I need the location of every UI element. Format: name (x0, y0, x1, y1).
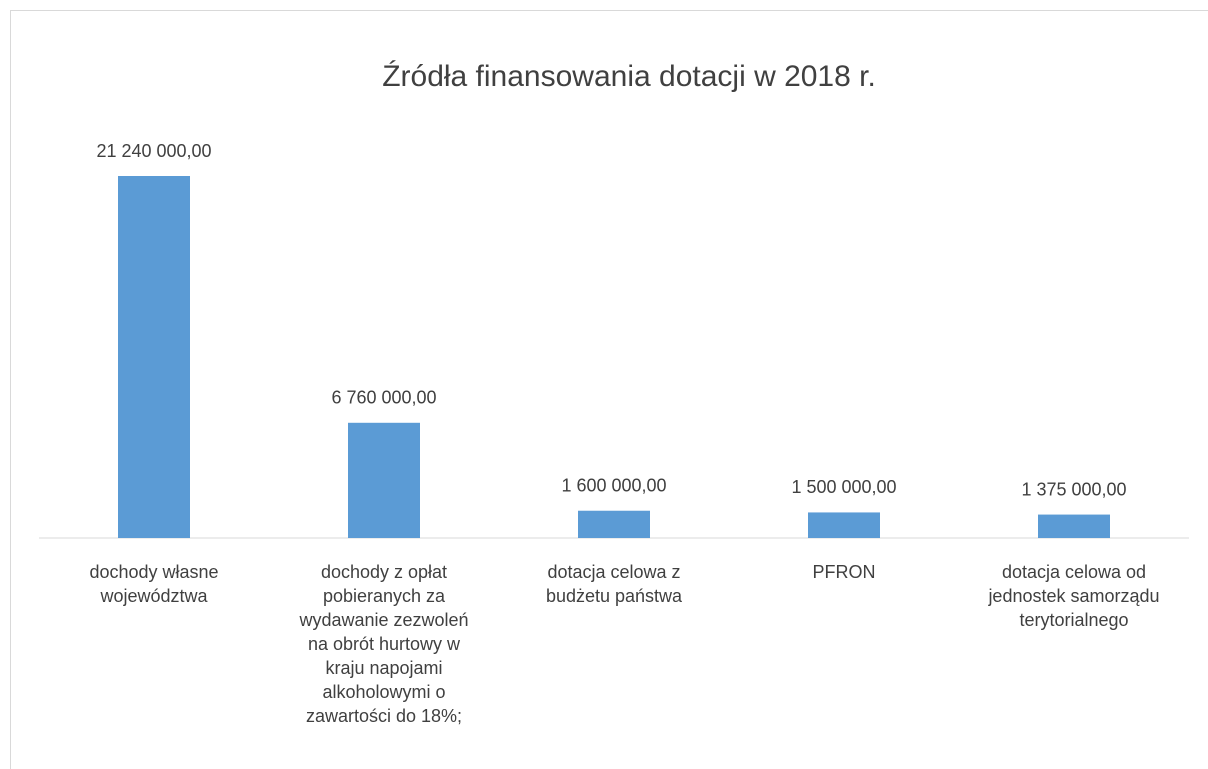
x-tick-label: dotacja celowa od jednostek samorządu te… (988, 562, 1160, 630)
bar (348, 422, 420, 538)
value-label: 1 600 000,00 (561, 475, 666, 495)
value-label: 6 760 000,00 (331, 388, 436, 408)
x-tick-label: dochody z opłat pobieranych za wydawanie… (299, 562, 469, 726)
value-label: 1 375 000,00 (1021, 479, 1126, 499)
chart-frame (10, 10, 1208, 769)
x-tick-label: dochody własne województwa (89, 562, 219, 606)
value-label: 21 240 000,00 (96, 141, 211, 161)
chart-title: Źródła finansowania dotacji w 2018 r. (382, 60, 876, 93)
x-tick-label: dotacja celowa z budżetu państwa (545, 562, 683, 606)
bar (1038, 514, 1110, 538)
value-label: 1 500 000,00 (791, 477, 896, 497)
x-tick-label: PFRON (812, 562, 876, 582)
bar (578, 510, 650, 538)
bar (118, 176, 190, 538)
bar (808, 512, 880, 538)
